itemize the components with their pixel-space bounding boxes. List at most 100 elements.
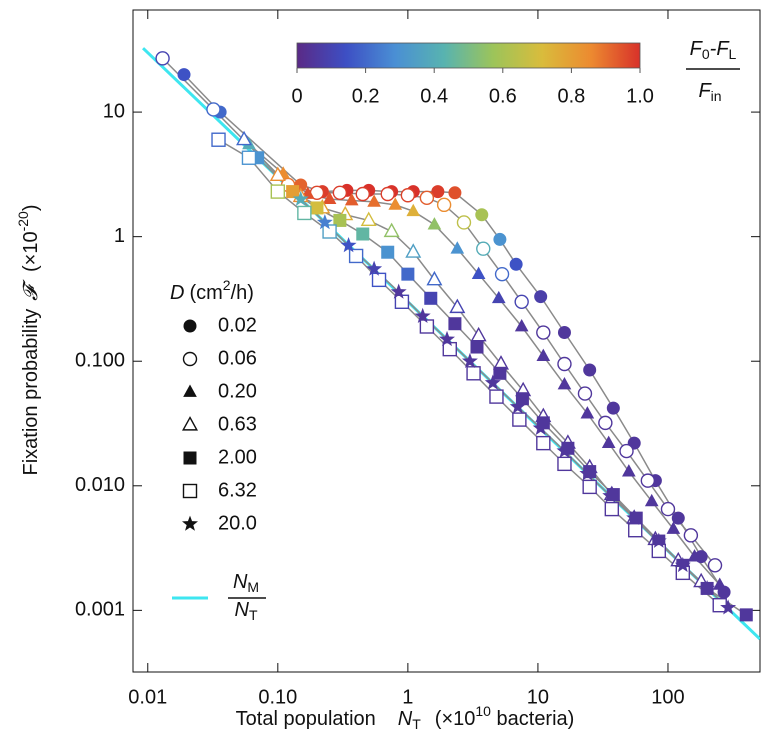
data-point bbox=[622, 464, 636, 477]
y-tick-label: 0.010 bbox=[75, 474, 125, 496]
data-point bbox=[360, 211, 377, 226]
x-label-text: Total population bbox=[236, 708, 376, 730]
data-point bbox=[699, 580, 716, 596]
data-point bbox=[155, 51, 170, 66]
data-point bbox=[270, 184, 286, 199]
data-point bbox=[456, 215, 472, 230]
colorbar-denominator: Fin bbox=[698, 80, 721, 103]
cbar-num-3: L bbox=[729, 46, 737, 62]
data-point bbox=[269, 166, 286, 182]
data-point bbox=[322, 191, 337, 205]
colorbar-tick-label: 0.6 bbox=[489, 85, 517, 107]
ref-num-0: N bbox=[233, 571, 248, 593]
ref-numerator: NM bbox=[233, 571, 259, 594]
cbar-num-0: F bbox=[690, 38, 704, 60]
data-point bbox=[400, 188, 416, 203]
model-curve bbox=[183, 74, 725, 593]
data-point bbox=[388, 197, 403, 210]
colorbar-tick-label: 1.0 bbox=[626, 85, 654, 107]
legend-label: 0.63 bbox=[218, 413, 257, 435]
data-point bbox=[577, 386, 593, 401]
data-point bbox=[509, 257, 523, 271]
data-point bbox=[640, 473, 656, 488]
legend-title: D (cm2/h) bbox=[170, 277, 254, 305]
data-point bbox=[381, 245, 395, 259]
data-point bbox=[356, 227, 370, 241]
data-point bbox=[476, 241, 491, 256]
data-point bbox=[491, 290, 506, 304]
data-point bbox=[598, 415, 613, 431]
legend-title-unit-end: /h) bbox=[231, 282, 254, 304]
colorbar-tick-label: 0.2 bbox=[352, 85, 380, 107]
y-tick-label: 1 bbox=[114, 225, 125, 247]
data-point bbox=[390, 283, 407, 299]
data-point bbox=[414, 307, 431, 323]
data-point bbox=[739, 608, 753, 622]
data-point bbox=[333, 213, 347, 227]
data-point bbox=[514, 294, 529, 309]
plot-frame bbox=[132, 9, 761, 673]
x-tick-label: 100 bbox=[651, 686, 684, 708]
legend-label: 2.00 bbox=[218, 446, 257, 468]
legend-label: 0.02 bbox=[218, 314, 257, 336]
data-point bbox=[419, 319, 435, 334]
data-point bbox=[671, 511, 685, 525]
data-point bbox=[310, 201, 324, 215]
y-label-text: Fixation probability bbox=[20, 309, 42, 476]
data-point bbox=[720, 599, 737, 615]
data-point bbox=[436, 197, 452, 213]
x-tick-label: 0.01 bbox=[128, 686, 167, 708]
x-label-unit-end: bacteria) bbox=[491, 708, 574, 730]
data-point bbox=[582, 479, 597, 495]
data-point bbox=[557, 456, 572, 472]
legend-label: 0.20 bbox=[218, 380, 257, 402]
colorbar-tick-label: 0.8 bbox=[557, 85, 585, 107]
data-point bbox=[316, 214, 333, 230]
legend-label: 6.32 bbox=[218, 479, 257, 501]
data-point bbox=[536, 435, 551, 451]
data-point bbox=[556, 442, 573, 458]
data-point bbox=[355, 186, 370, 202]
data-point bbox=[471, 266, 486, 280]
data-point bbox=[286, 185, 300, 199]
data-point bbox=[494, 266, 510, 282]
data-point bbox=[427, 217, 442, 230]
data-point bbox=[406, 203, 421, 217]
legend-label: 20.0 bbox=[218, 512, 257, 534]
data-point bbox=[509, 398, 526, 414]
data-point bbox=[601, 435, 616, 449]
data-point bbox=[626, 509, 643, 525]
data-point bbox=[401, 267, 415, 281]
data-point bbox=[424, 291, 438, 305]
data-point bbox=[619, 443, 634, 459]
x-axis-label: Total population NT (×1010 bacteria) bbox=[236, 703, 575, 732]
legend-marker bbox=[182, 351, 198, 367]
data-point bbox=[536, 325, 551, 340]
legend-title-symbol: D bbox=[170, 282, 184, 304]
x-tick-label: 1 bbox=[402, 686, 413, 708]
data-point bbox=[439, 330, 456, 347]
data-point bbox=[512, 412, 527, 427]
data-point bbox=[489, 389, 504, 404]
data-point bbox=[450, 241, 465, 254]
data-point bbox=[371, 272, 387, 288]
data-point bbox=[687, 549, 702, 562]
data-point bbox=[674, 556, 691, 573]
cbar-den-0: F bbox=[698, 80, 712, 102]
legend-marker bbox=[183, 319, 197, 333]
x-tick-label: 10 bbox=[527, 686, 549, 708]
ref-num-1: M bbox=[247, 579, 259, 595]
legend-title-unit: (cm bbox=[189, 282, 222, 304]
data-point bbox=[493, 232, 507, 246]
data-point bbox=[449, 298, 466, 314]
data-point bbox=[514, 319, 529, 332]
data-point bbox=[606, 401, 620, 415]
data-point bbox=[448, 317, 462, 331]
data-point bbox=[515, 392, 529, 406]
data-point bbox=[484, 374, 501, 390]
data-point bbox=[348, 248, 364, 264]
data-point bbox=[466, 366, 481, 381]
data-point bbox=[536, 348, 551, 361]
data-point bbox=[660, 501, 676, 517]
data-point bbox=[431, 185, 445, 199]
